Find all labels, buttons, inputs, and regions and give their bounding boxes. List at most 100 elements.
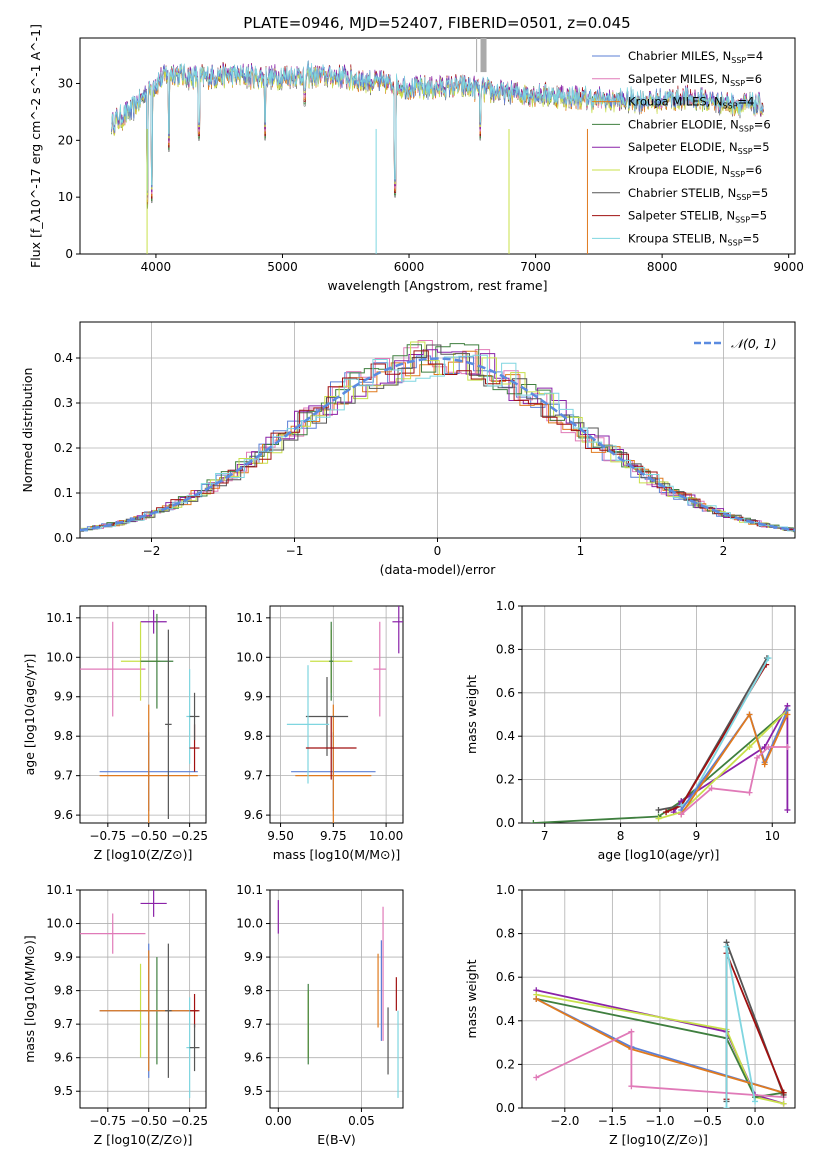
weight-line-chabrier_elodie <box>536 998 784 1099</box>
weight-marker-salpeter_miles <box>765 744 772 751</box>
y-tick-label: 9.6 <box>54 1051 73 1065</box>
x-tick-label: 9.50 <box>267 829 294 843</box>
x-axis-label: mass [log10(M/M⊙)] <box>273 847 401 862</box>
plot-area <box>277 900 399 1098</box>
panel-mass-vs-ebv: 0.00 0.05 9.5 9.6 9.7 9.8 9.9 10.0 10.1 E(B-V) <box>236 883 404 1147</box>
panel-weight-vs-Z: −2.0 −1.5 −1.0 −0.5 0.0 0.0 0.2 0.4 0.6 0.8 1.0 Z [… <box>464 883 796 1147</box>
x-tick-label: 8 <box>617 829 625 843</box>
y-tick-label: 9.6 <box>244 808 263 822</box>
x-tick-label: −2.0 <box>550 1114 579 1128</box>
y-tick-label: 0.0 <box>54 531 73 545</box>
x-tick-label: −1.0 <box>645 1114 674 1128</box>
weight-marker-salpeter_miles <box>628 1083 635 1090</box>
y-tick-label: 10.0 <box>46 917 73 931</box>
y-tick-label: 0 <box>65 247 73 261</box>
spectrum-line-kroupa_stelib <box>111 60 764 191</box>
weight-marker-kroupa_elodie <box>655 815 662 822</box>
weight-marker-kroupa_stelib <box>765 655 772 662</box>
plot-area <box>286 606 403 823</box>
panel-mass-vs-Z: −0.75 −0.50 −0.25 9.5 9.6 9.7 9.8 9.9 10.0 10.1 Z … <box>22 883 208 1147</box>
x-axis-label: wavelength [Angstrom, rest frame] <box>327 278 547 293</box>
panel-residuals: −2 −1 0 1 2 0.0 0.1 0.2 0.3 0.4 (data-model)/error… <box>20 321 796 577</box>
weight-marker-salpeter_elodie <box>784 806 791 813</box>
y-tick-label: 0.0 <box>496 1101 515 1115</box>
spectrum-legend: Chabrier MILES, NSSP=4 Salpeter MILES, NS… <box>592 49 771 247</box>
y-tick-label: 9.6 <box>54 808 73 822</box>
plot-area <box>80 609 200 823</box>
weight-marker-kroupa_elodie <box>746 744 753 751</box>
x-tick-label: 5000 <box>267 260 298 274</box>
x-tick-label: −0.50 <box>130 1114 167 1128</box>
weight-line-chabrier_elodie <box>533 709 788 823</box>
y-tick-label: 9.7 <box>54 769 73 783</box>
legend-label-chabrier_miles: Chabrier MILES, NSSP=4 <box>628 49 763 65</box>
y-axis-label: mass weight <box>464 959 479 1038</box>
y-tick-label: 1.0 <box>496 599 515 613</box>
y-tick-label: 9.8 <box>54 984 73 998</box>
panel-age-vs-Z: −0.75 −0.50 −0.25 9.6 9.7 9.8 9.9 10.0 10.1 Z [lo… <box>22 605 208 862</box>
y-axis-label: mass [log10(M/M⊙)] <box>22 935 37 1063</box>
axes-frame <box>521 889 796 1109</box>
y-tick-label: 10.1 <box>46 611 73 625</box>
weight-line-kroupa_miles <box>680 712 789 815</box>
x-tick-label: 0 <box>434 544 442 558</box>
weight-marker-kroupa_miles <box>761 761 768 768</box>
weight-marker-salpeter_miles <box>708 785 715 792</box>
weight-marker-kroupa_stelib <box>723 1105 730 1108</box>
figure-title: PLATE=0946, MJD=52407, FIBERID=0501, z=0… <box>243 14 630 32</box>
y-axis-label: Normed distribution <box>20 368 35 493</box>
y-tick-label: 0.6 <box>496 970 515 984</box>
y-tick-label: 9.7 <box>244 769 263 783</box>
axes-frame <box>79 37 796 255</box>
x-tick-label: 6000 <box>394 260 425 274</box>
x-tick-label: 0.0 <box>746 1114 765 1128</box>
weight-marker-kroupa_stelib <box>752 1098 759 1105</box>
y-tick-label: 30 <box>58 76 73 90</box>
y-tick-label: 0.0 <box>496 816 515 830</box>
axes-frame <box>79 889 207 1109</box>
legend-label-salpeter_elodie: Salpeter ELODIE, NSSP=5 <box>628 140 770 156</box>
x-tick-label: −0.50 <box>130 829 167 843</box>
x-axis-label: Z [log10(Z/Z⊙)] <box>609 1132 708 1147</box>
x-axis-label: (data-model)/error <box>380 562 497 577</box>
weight-marker-salpeter_stelib <box>663 809 670 816</box>
y-tick-label: 10.1 <box>46 883 73 897</box>
y-axis-label: Flux [f_λ10^-17 erg cm^-2 s^-1 A^-1] <box>28 24 43 268</box>
y-tick-label: 9.5 <box>54 1084 73 1098</box>
residual-legend: 𝒩(0, 1) <box>694 336 777 351</box>
y-tick-label: 20 <box>58 133 73 147</box>
weight-line-kroupa_elodie <box>536 993 784 1105</box>
y-tick-label: 9.8 <box>244 729 263 743</box>
weight-marker-kroupa_miles <box>533 996 540 1002</box>
histogram-kroupa_stelib <box>80 354 795 532</box>
weight-marker-salpeter_miles <box>784 744 791 751</box>
x-tick-label: 7000 <box>520 260 551 274</box>
x-tick-label: −1.5 <box>598 1114 627 1128</box>
x-tick-label: −2 <box>143 544 161 558</box>
histogram-chabrier_stelib <box>80 344 795 532</box>
y-tick-label: 10.0 <box>236 650 263 664</box>
weight-marker-kroupa_miles <box>784 711 791 718</box>
normal-curve <box>80 357 795 532</box>
weight-marker-salpeter_miles <box>628 1028 635 1035</box>
x-tick-label: 7 <box>541 829 549 843</box>
axes-frame <box>79 605 207 824</box>
legend-label-chabrier_stelib: Chabrier STELIB, NSSP=5 <box>628 186 768 202</box>
weight-marker-salpeter_miles <box>746 789 753 796</box>
y-tick-label: 9.9 <box>54 950 73 964</box>
plot-area <box>80 340 795 533</box>
x-tick-label: −0.5 <box>693 1114 722 1128</box>
x-tick-label: −0.25 <box>171 829 208 843</box>
weight-line-kroupa_elodie <box>658 709 789 820</box>
y-tick-label: 9.7 <box>244 1017 263 1031</box>
legend-label-salpeter_stelib: Salpeter STELIB, NSSP=5 <box>628 209 767 225</box>
y-tick-label: 0.3 <box>54 396 73 410</box>
legend-label-kroupa_stelib: Kroupa STELIB, NSSP=5 <box>628 231 759 247</box>
y-tick-label: 10.1 <box>236 883 263 897</box>
weight-line-salpeter_miles <box>680 746 788 815</box>
x-tick-label: 10 <box>765 829 780 843</box>
legend-label-kroupa_elodie: Kroupa ELODIE, NSSP=6 <box>628 163 762 179</box>
y-tick-label: 0.2 <box>54 441 73 455</box>
x-tick-label: −1 <box>286 544 304 558</box>
y-tick-label: 0.4 <box>496 1014 515 1028</box>
